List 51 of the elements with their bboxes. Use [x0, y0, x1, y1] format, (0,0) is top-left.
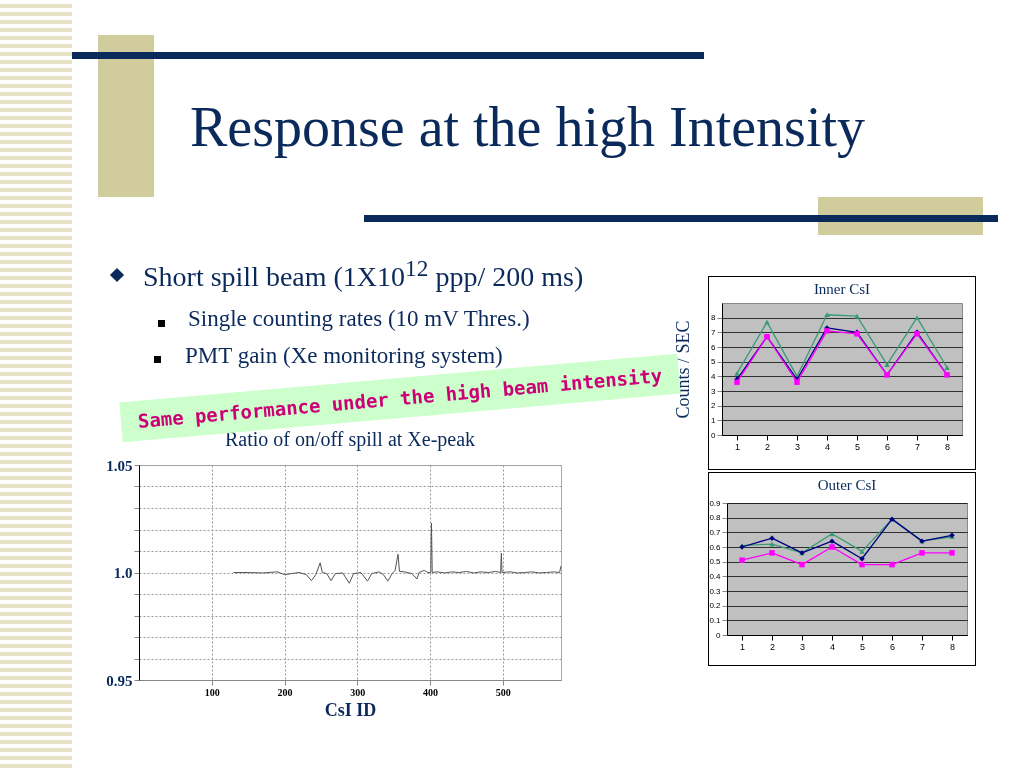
x-tick-label: 8: [944, 441, 951, 452]
x-tick-label: 5: [854, 441, 861, 452]
x-tick-label: 300: [350, 686, 366, 698]
x-tick-label: 4: [829, 641, 836, 652]
chart-title: Inner CsI: [813, 281, 871, 297]
x-tick-label: 8: [949, 641, 956, 652]
x-tick-label: 4: [824, 441, 831, 452]
y-tick-label: 1: [711, 415, 717, 425]
y-tick-label: 0.2: [709, 601, 722, 611]
chart-title: Ratio of on/off spill at Xe-peak: [224, 428, 476, 451]
x-tick-label: 1: [739, 641, 746, 652]
y-tick-label: 0.3: [709, 586, 722, 596]
y-tick-label: 1.0: [113, 565, 133, 581]
x-tick-label: 500: [495, 686, 511, 698]
x-tick-label: 7: [919, 641, 926, 652]
y-tick-label: 0.4: [709, 571, 722, 581]
x-tick-label: 1: [734, 441, 741, 452]
chart-title: Outer CsI: [817, 477, 877, 493]
x-tick-label: 2: [764, 441, 771, 452]
y-tick-label: 0.9: [709, 498, 722, 508]
y-tick-label: 0.5: [709, 557, 722, 567]
x-tick-label: 3: [794, 441, 801, 452]
text: Response at the high Intensity: [190, 95, 866, 159]
x-tick-label: 6: [884, 441, 891, 452]
y-tick-label: 0.1: [709, 615, 722, 625]
x-tick-label: 6: [889, 641, 896, 652]
y-tick-label: 0.7: [709, 527, 722, 537]
y-tick-label: 6: [711, 342, 717, 352]
y-tick-label: 1.05: [106, 457, 133, 474]
text: Single counting rates (10 mV Thres.): [188, 306, 530, 332]
text: PMT gain (Xe monitoring system): [185, 343, 503, 369]
y-tick-label: 3: [711, 386, 717, 396]
y-tick-label: 0.6: [709, 542, 722, 552]
y-tick-label: 4: [711, 371, 717, 381]
x-tick-label: 100: [204, 686, 220, 698]
x-tick-label: 2: [769, 641, 776, 652]
text: Short spill beam (1X10$^{12}$ ppp/ 200 ms): [143, 255, 584, 294]
y-tick-label: 0: [711, 430, 717, 440]
x-axis-title: CsI ID: [324, 699, 377, 720]
y-tick-label: 0: [716, 630, 722, 640]
x-tick-label: 400: [423, 686, 439, 698]
x-tick-label: 3: [799, 641, 806, 652]
x-tick-label: 200: [277, 686, 293, 698]
x-tick-label: 5: [859, 641, 866, 652]
y-tick-label: 7: [711, 327, 717, 337]
y-tick-label: 0.95: [106, 672, 133, 689]
y-tick-label: 8: [711, 313, 717, 323]
y-tick-label: 2: [711, 401, 717, 411]
x-tick-label: 7: [914, 441, 921, 452]
y-tick-label: 5: [711, 357, 717, 367]
y-tick-label: 0.8: [709, 513, 722, 523]
